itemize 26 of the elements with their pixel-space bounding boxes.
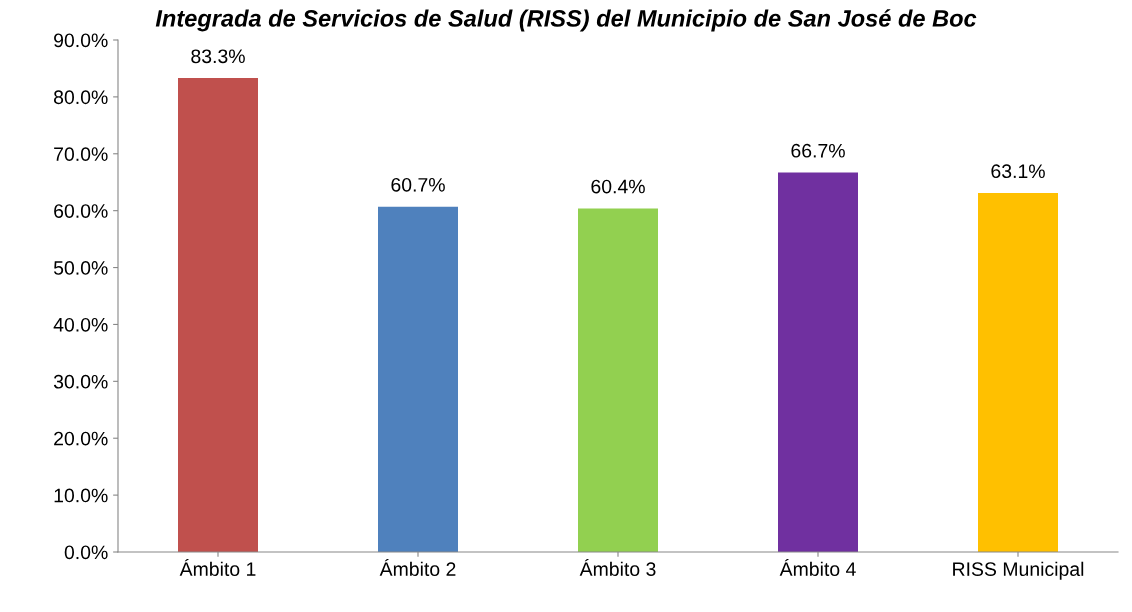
bar [178, 78, 258, 552]
y-tick-label: 70.0% [54, 147, 108, 162]
data-label: 63.1% [991, 164, 1045, 179]
bar [778, 172, 858, 552]
data-label: 60.7% [391, 177, 445, 192]
bar [578, 208, 658, 552]
data-label: 83.3% [191, 49, 245, 64]
y-tick-label: 20.0% [54, 431, 108, 446]
data-label: 66.7% [791, 143, 845, 158]
bar [978, 193, 1058, 552]
chart-title: Integrada de Servicios de Salud (RISS) del Municipio de San José de Boc [155, 9, 977, 32]
x-tick-label: Ámbito 4 [779, 558, 856, 576]
y-tick-label: 80.0% [53, 90, 108, 105]
x-tick-label: Ámbito 2 [379, 558, 456, 576]
y-tick-label: 10.0% [54, 488, 108, 503]
x-tick-label: RISS Municipal [953, 561, 1084, 580]
y-tick-label: 90.0% [54, 33, 108, 48]
x-tick-label: Ámbito 1 [179, 558, 256, 576]
y-tick-label: 30.0% [53, 374, 108, 389]
y-tick-label: 50.0% [53, 261, 108, 275]
y-tick-label: 40.0% [53, 317, 108, 332]
y-tick-label: 60.0% [54, 204, 108, 218]
bar [378, 206, 458, 552]
y-tick-label: 0.0% [64, 545, 108, 560]
x-tick-label: Ámbito 3 [579, 558, 656, 576]
data-label: 60.4% [591, 179, 645, 194]
